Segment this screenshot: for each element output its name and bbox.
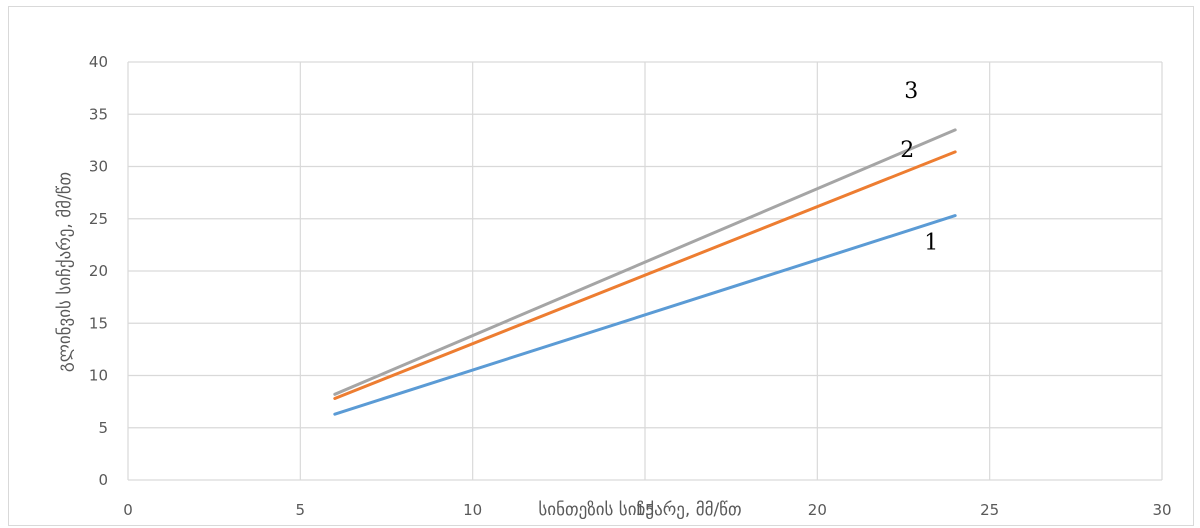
y-tick-label: 5 <box>98 419 108 437</box>
y-tick-label: 20 <box>89 262 108 280</box>
x-tick-label: 20 <box>808 501 827 519</box>
grid-lines <box>127 61 1163 481</box>
series-label-2: 2 <box>900 138 914 163</box>
chart-frame <box>8 6 1194 526</box>
x-tick-label: 0 <box>123 501 133 519</box>
series-line-1 <box>333 214 957 416</box>
y-tick-label: 40 <box>89 53 108 71</box>
y-tick-label: 10 <box>89 367 108 385</box>
x-axis-title: სინთეზის სიჩქარე, მმ/წთ <box>538 500 741 520</box>
series-line-3 <box>333 128 957 396</box>
series-label-3: 3 <box>904 79 918 104</box>
y-tick-label: 0 <box>98 471 108 489</box>
series-labels: 1 2 3 <box>900 79 938 256</box>
series-label-1: 1 <box>924 231 938 256</box>
x-tick-label: 10 <box>463 501 482 519</box>
x-tick-label: 15 <box>635 501 654 519</box>
series-lines <box>333 128 957 416</box>
y-tick-label: 30 <box>89 158 108 176</box>
y-tick-label: 25 <box>89 210 108 228</box>
x-tick-label: 25 <box>980 501 999 519</box>
y-tick-label: 15 <box>89 314 108 332</box>
y-tick-label: 35 <box>89 105 108 123</box>
x-tick-labels: 0 5 10 15 20 25 30 <box>123 501 1171 519</box>
x-tick-label: 30 <box>1152 501 1171 519</box>
series-line-2 <box>333 150 957 400</box>
y-axis-title: გლინვის სიჩქარე, მმ/წთ <box>55 172 75 372</box>
x-tick-label: 5 <box>296 501 306 519</box>
y-tick-labels: 0 5 10 15 20 25 30 35 40 <box>89 53 108 489</box>
